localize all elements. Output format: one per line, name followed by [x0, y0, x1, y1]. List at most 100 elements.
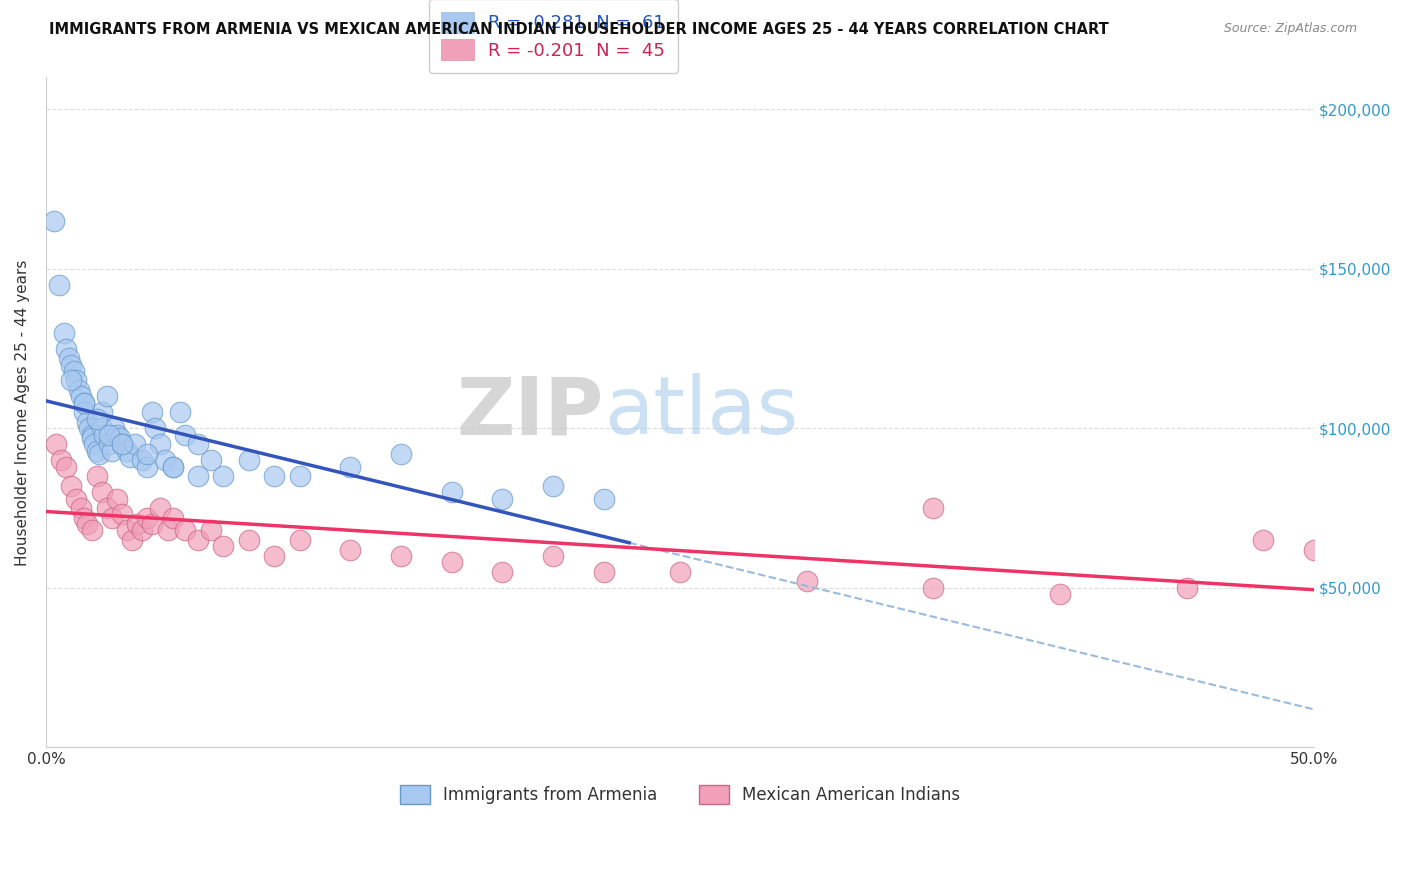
Y-axis label: Householder Income Ages 25 - 44 years: Householder Income Ages 25 - 44 years [15, 260, 30, 566]
Point [118, 450, 141, 464]
Point [541, 479, 564, 493]
Point [136, 447, 159, 461]
Point [149, 501, 172, 516]
Point [288, 469, 311, 483]
Point [187, 437, 209, 451]
Point [115, 524, 138, 538]
Point [288, 533, 311, 547]
Text: IMMIGRANTS FROM ARMENIA VS MEXICAN AMERICAN INDIAN HOUSEHOLDER INCOME AGES 25 - : IMMIGRANTS FROM ARMENIA VS MEXICAN AMERI… [49, 22, 1109, 37]
Point [153, 453, 176, 467]
Point [55, 459, 77, 474]
Point [1302, 542, 1324, 557]
Point [70, 389, 93, 403]
Point [101, 443, 124, 458]
Point [200, 524, 222, 538]
Point [70, 501, 93, 516]
Point [1049, 587, 1071, 601]
Point [111, 437, 134, 451]
Point [86, 443, 108, 458]
Point [108, 431, 131, 445]
Point [89, 447, 111, 461]
Point [67, 383, 90, 397]
Point [73, 396, 96, 410]
Point [339, 459, 361, 474]
Point [58, 351, 80, 366]
Point [86, 469, 108, 483]
Point [491, 491, 513, 506]
Point [136, 459, 159, 474]
Point [162, 459, 184, 474]
Point [131, 524, 153, 538]
Point [93, 427, 115, 442]
Point [83, 437, 105, 451]
Point [162, 510, 184, 524]
Point [73, 396, 96, 410]
Point [669, 565, 692, 579]
Point [156, 524, 179, 538]
Point [389, 549, 412, 563]
Point [55, 342, 77, 356]
Point [212, 469, 235, 483]
Point [174, 427, 197, 442]
Point [169, 405, 191, 419]
Point [73, 405, 96, 419]
Point [90, 485, 112, 500]
Point [96, 389, 118, 403]
Text: atlas: atlas [603, 374, 799, 451]
Point [124, 437, 146, 451]
Point [187, 533, 209, 547]
Point [541, 549, 564, 563]
Point [63, 364, 86, 378]
Point [592, 565, 614, 579]
Point [187, 469, 209, 483]
Point [200, 453, 222, 467]
Point [45, 437, 67, 451]
Point [339, 542, 361, 557]
Point [42, 214, 65, 228]
Point [592, 491, 614, 506]
Text: Source: ZipAtlas.com: Source: ZipAtlas.com [1223, 22, 1357, 36]
Point [90, 421, 112, 435]
Point [174, 524, 197, 538]
Point [111, 437, 134, 451]
Point [77, 421, 100, 435]
Point [127, 516, 149, 531]
Point [922, 501, 945, 516]
Point [136, 510, 159, 524]
Point [1251, 533, 1274, 547]
Point [60, 374, 83, 388]
Point [65, 374, 87, 388]
Point [121, 533, 143, 547]
Point [440, 485, 463, 500]
Point [60, 479, 83, 493]
Point [103, 421, 125, 435]
Point [162, 459, 184, 474]
Point [96, 501, 118, 516]
Point [143, 421, 166, 435]
Point [796, 574, 818, 589]
Point [90, 405, 112, 419]
Point [491, 565, 513, 579]
Point [141, 516, 163, 531]
Text: ZIP: ZIP [457, 374, 603, 451]
Point [80, 431, 103, 445]
Point [263, 549, 285, 563]
Point [111, 508, 134, 522]
Point [101, 510, 124, 524]
Point [105, 427, 128, 442]
Point [80, 427, 103, 442]
Point [1175, 581, 1198, 595]
Point [80, 524, 103, 538]
Point [52, 326, 75, 340]
Point [440, 555, 463, 569]
Legend: Immigrants from Armenia, Mexican American Indians: Immigrants from Armenia, Mexican America… [391, 777, 969, 813]
Point [86, 411, 108, 425]
Point [105, 491, 128, 506]
Point [51, 453, 73, 467]
Point [238, 453, 260, 467]
Point [48, 277, 70, 292]
Point [389, 447, 412, 461]
Point [98, 427, 121, 442]
Point [73, 510, 96, 524]
Point [60, 358, 83, 372]
